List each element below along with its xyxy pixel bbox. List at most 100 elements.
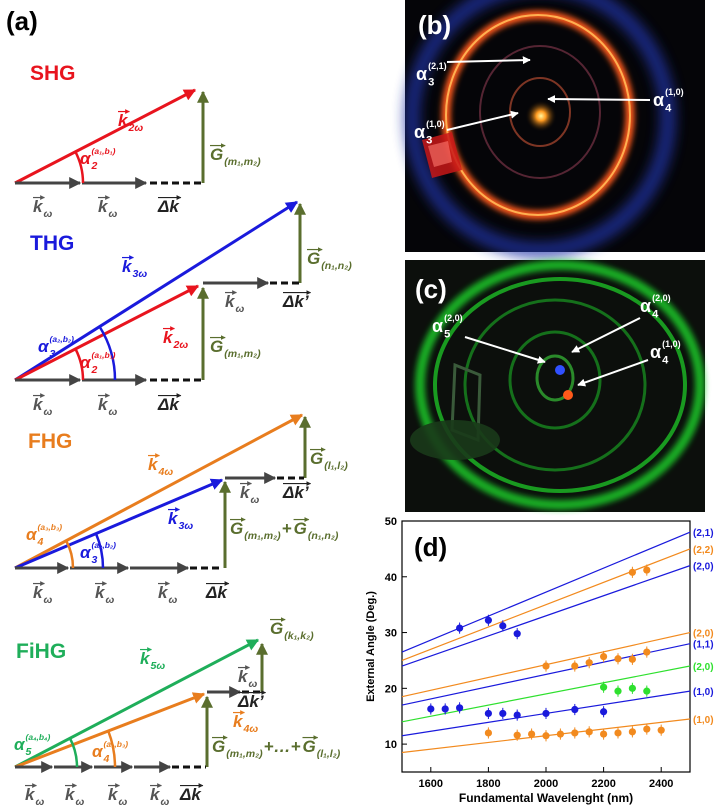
label-sub: 3ω bbox=[132, 268, 147, 280]
label-text: α bbox=[650, 342, 661, 362]
label-sup: (1,0) bbox=[665, 87, 684, 97]
label-text: G bbox=[270, 619, 283, 638]
data-point bbox=[629, 685, 636, 692]
y-tick-label: 30 bbox=[385, 628, 397, 640]
label-sub: 2 bbox=[91, 160, 98, 172]
x-tick-label: 1600 bbox=[419, 778, 443, 790]
x-tick-label: 2200 bbox=[591, 778, 615, 790]
data-point bbox=[528, 730, 535, 737]
label-text: α bbox=[416, 64, 427, 84]
label-text: G bbox=[230, 519, 243, 538]
label-sub: ω bbox=[43, 594, 52, 606]
data-point bbox=[427, 705, 434, 712]
data-point bbox=[557, 730, 564, 737]
label-sub: 5 bbox=[26, 746, 32, 758]
label-text: G bbox=[310, 449, 323, 468]
label-text: k bbox=[163, 328, 174, 347]
label-text: k bbox=[108, 785, 119, 804]
fit-label: (1,0) bbox=[693, 687, 714, 698]
data-point bbox=[514, 712, 521, 719]
label-sub: ω bbox=[160, 796, 169, 808]
data-point bbox=[614, 655, 621, 662]
label-text: α bbox=[80, 543, 92, 562]
data-point bbox=[542, 710, 549, 717]
label-text: k bbox=[118, 111, 129, 130]
data-point bbox=[485, 617, 492, 624]
label-text: k bbox=[33, 395, 44, 414]
label-text: Δk’ bbox=[237, 692, 264, 711]
label-sub: 4ω bbox=[157, 466, 173, 478]
panel-label: (d) bbox=[414, 532, 447, 562]
data-point bbox=[514, 732, 521, 739]
label-text: G bbox=[307, 249, 320, 268]
label-text: k bbox=[98, 197, 109, 216]
label-text: Δk bbox=[179, 785, 202, 804]
fit-label: (2,1) bbox=[693, 528, 714, 539]
data-point bbox=[542, 732, 549, 739]
data-point bbox=[600, 730, 607, 737]
data-point bbox=[643, 688, 650, 695]
label-sub: 3 bbox=[92, 554, 98, 566]
data-point bbox=[571, 706, 578, 713]
figure: (a)SHGk2ωα(a₁,b₁)2G(m₁,m₂)kωkωΔkTHGk3ωα(… bbox=[0, 0, 719, 809]
label-sub: ω bbox=[235, 303, 244, 315]
label-text: Δk bbox=[157, 395, 180, 414]
arrow bbox=[15, 694, 204, 767]
label-sub: ω bbox=[108, 406, 117, 418]
data-point bbox=[643, 566, 650, 573]
label-sub: 3 bbox=[426, 134, 432, 146]
label-sup: (a₁,b₁) bbox=[92, 146, 116, 156]
data-point bbox=[614, 729, 621, 736]
diagram-title: THG bbox=[30, 232, 74, 255]
data-point bbox=[456, 704, 463, 711]
data-point bbox=[499, 710, 506, 717]
label-text: α bbox=[640, 296, 651, 316]
data-point bbox=[629, 656, 636, 663]
label-text: α bbox=[653, 90, 664, 110]
label-text: G bbox=[210, 337, 223, 356]
label-sup: (a₂,b₂) bbox=[50, 334, 75, 344]
label-text: k bbox=[150, 785, 161, 804]
label-sub: ω bbox=[108, 208, 117, 220]
label-text: k bbox=[98, 395, 109, 414]
label-sub: 3 bbox=[50, 348, 56, 360]
data-point bbox=[442, 705, 449, 712]
label-sup: (2,1) bbox=[428, 61, 447, 71]
label-text: G bbox=[294, 519, 307, 538]
data-point bbox=[629, 569, 636, 576]
label-text: α bbox=[432, 316, 443, 336]
label-sup: (a₄,b₄) bbox=[26, 732, 51, 742]
label-sub: (m₁,m₂) bbox=[244, 530, 281, 542]
label-sub: 4 bbox=[652, 308, 659, 320]
data-point bbox=[600, 684, 607, 691]
label-sub: 5 bbox=[444, 328, 450, 340]
label-sub: 2 bbox=[91, 364, 98, 376]
data-point bbox=[658, 727, 665, 734]
label-sub: (n₁,n₂) bbox=[321, 260, 352, 272]
label-sub: ω bbox=[43, 208, 52, 220]
label-text: k bbox=[33, 197, 44, 216]
label-text: k bbox=[168, 509, 179, 528]
label-text: +…+ bbox=[264, 737, 301, 756]
label-text: α bbox=[414, 122, 425, 142]
y-tick-label: 20 bbox=[385, 683, 397, 695]
label-text: Δk’ bbox=[282, 483, 309, 502]
panel-label: (a) bbox=[6, 6, 38, 36]
label-text: α bbox=[80, 353, 92, 372]
label-sub: 3 bbox=[428, 76, 434, 88]
label-text: α bbox=[14, 735, 26, 754]
label-sub: ω bbox=[250, 494, 259, 506]
label-text: α bbox=[80, 149, 92, 168]
label-text: G bbox=[212, 737, 225, 756]
x-axis-label: Fundamental Wavelenght (nm) bbox=[459, 791, 633, 805]
y-tick-label: 10 bbox=[385, 739, 397, 751]
data-point bbox=[614, 688, 621, 695]
label-text: α bbox=[92, 742, 104, 761]
label-sub: 4 bbox=[665, 102, 672, 114]
label-sub: (m₁,m₂) bbox=[226, 748, 263, 760]
data-point bbox=[571, 729, 578, 736]
label-sub: ω bbox=[75, 796, 84, 808]
data-point bbox=[643, 648, 650, 655]
label-text: k bbox=[25, 785, 36, 804]
label-sup: (a₂,b₂) bbox=[92, 540, 117, 550]
